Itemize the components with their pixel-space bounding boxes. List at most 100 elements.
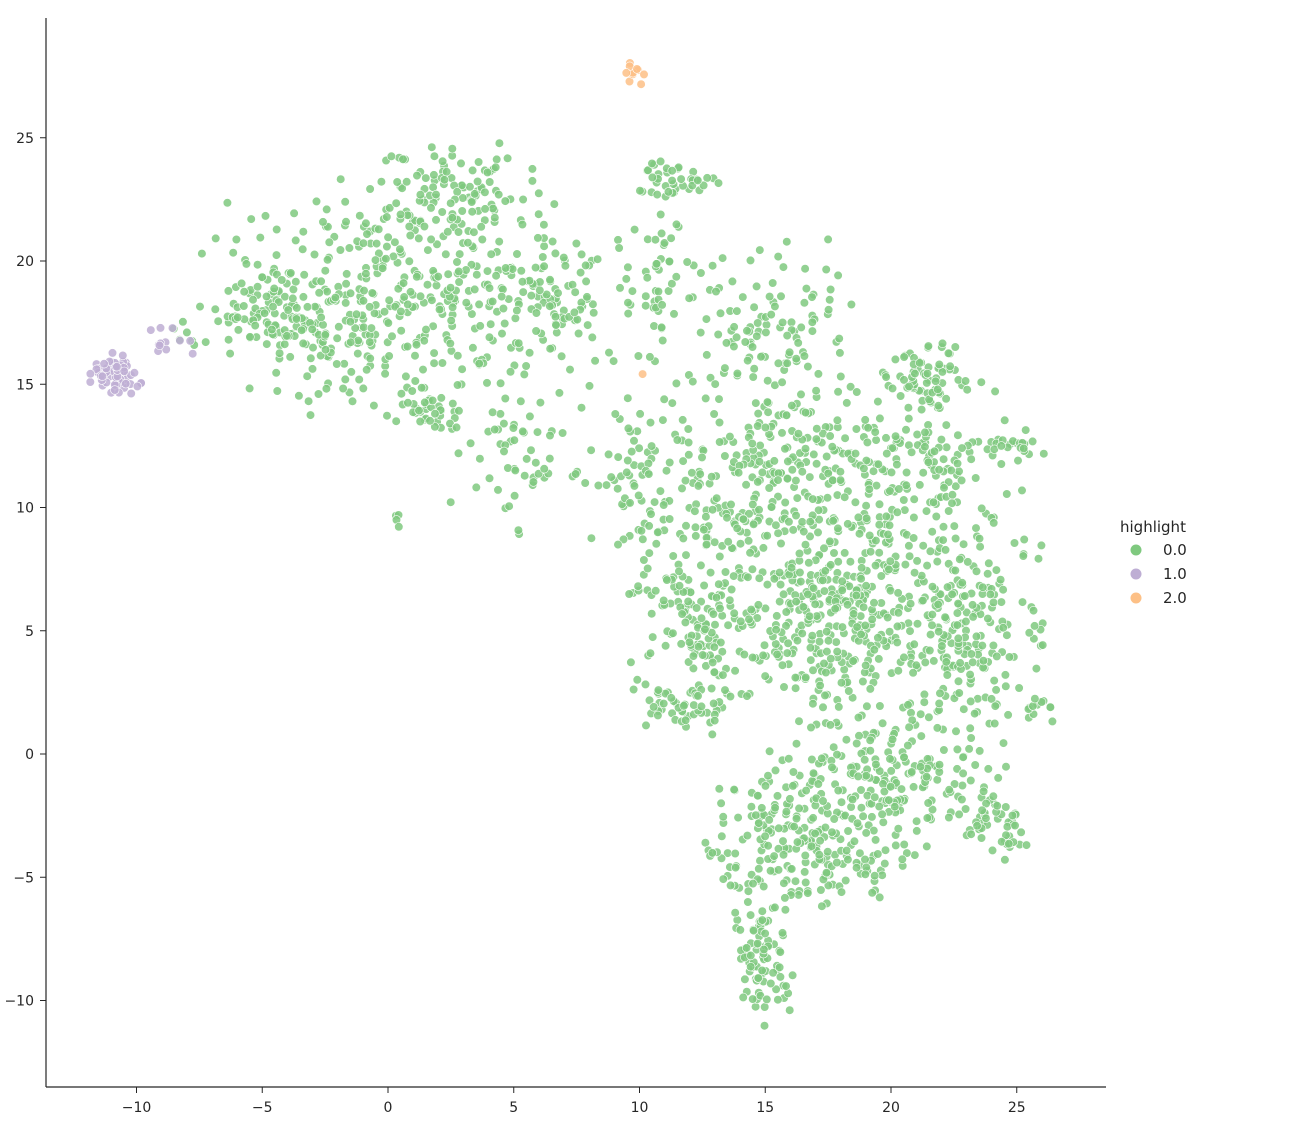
data-point — [313, 389, 324, 399]
data-point — [1030, 694, 1040, 704]
data-point — [871, 435, 881, 445]
data-point — [385, 203, 395, 213]
data-point — [769, 456, 779, 466]
data-point — [341, 298, 351, 308]
data-point — [575, 268, 586, 278]
data-point — [843, 826, 853, 836]
data-point — [758, 650, 768, 661]
data-point — [340, 197, 350, 207]
data-point — [759, 640, 770, 650]
data-point — [873, 459, 883, 469]
data-point — [880, 845, 891, 855]
data-point — [361, 269, 371, 279]
data-point — [826, 560, 836, 570]
data-point — [961, 616, 971, 627]
data-point — [649, 497, 660, 507]
data-point — [488, 296, 498, 307]
data-point — [772, 649, 782, 660]
data-point — [781, 607, 791, 617]
data-point — [383, 318, 393, 328]
data-point — [610, 409, 620, 419]
data-point — [740, 974, 750, 984]
data-point — [777, 428, 787, 438]
data-point — [804, 611, 815, 621]
data-point — [924, 712, 934, 722]
data-point — [581, 276, 591, 287]
data-point — [414, 406, 424, 416]
data-point — [358, 296, 369, 306]
data-point — [491, 162, 501, 172]
data-point — [623, 423, 634, 434]
data-point — [453, 380, 463, 390]
data-point — [840, 548, 850, 558]
data-point — [508, 423, 519, 433]
data-point — [835, 475, 846, 485]
data-point — [1002, 630, 1012, 640]
data-point — [726, 584, 737, 595]
data-point — [446, 497, 456, 507]
data-point — [699, 525, 709, 535]
data-point — [717, 831, 727, 841]
data-point — [396, 326, 406, 336]
data-point — [923, 341, 934, 351]
data-point — [725, 880, 736, 891]
data-point — [944, 559, 954, 569]
data-point — [744, 509, 754, 519]
data-point — [354, 374, 364, 385]
data-point — [427, 295, 437, 305]
data-point — [841, 845, 852, 856]
data-point — [817, 901, 827, 911]
data-point — [182, 327, 192, 338]
data-point — [793, 338, 803, 348]
data-point — [890, 354, 901, 365]
data-point — [735, 539, 746, 549]
data-point — [766, 310, 776, 320]
data-point — [539, 261, 549, 271]
data-point — [854, 731, 864, 741]
data-point — [730, 666, 740, 676]
data-point — [840, 492, 850, 502]
data-point — [777, 928, 788, 938]
data-point — [791, 354, 801, 364]
data-point — [746, 950, 756, 961]
data-point — [454, 266, 464, 277]
data-point — [827, 827, 837, 837]
data-point — [975, 542, 985, 552]
data-point — [851, 424, 862, 434]
data-point — [262, 339, 272, 349]
data-point — [748, 878, 758, 889]
data-point — [1036, 540, 1046, 551]
data-point — [870, 560, 881, 571]
data-point — [366, 323, 377, 333]
data-point — [485, 177, 495, 187]
data-point — [777, 377, 787, 387]
data-point — [410, 351, 420, 361]
data-point — [527, 164, 538, 174]
data-point — [457, 364, 467, 374]
data-point — [870, 871, 880, 881]
data-point — [490, 424, 500, 435]
data-point — [691, 531, 701, 541]
data-point — [488, 203, 498, 214]
data-point — [682, 257, 692, 267]
data-point — [714, 784, 724, 794]
data-point — [742, 830, 753, 841]
data-point — [526, 291, 536, 301]
data-point — [85, 377, 95, 387]
data-point — [909, 494, 919, 504]
data-point — [146, 325, 156, 335]
data-point — [915, 480, 925, 490]
data-point — [443, 227, 453, 237]
data-point — [754, 573, 764, 583]
data-point — [939, 745, 949, 755]
data-point — [918, 595, 928, 606]
data-point — [773, 844, 784, 854]
data-point — [957, 578, 967, 588]
data-point — [346, 367, 356, 377]
data-point — [757, 906, 767, 916]
data-point — [635, 409, 645, 419]
data-point — [992, 651, 1002, 662]
data-point — [710, 379, 720, 389]
data-point — [806, 841, 817, 851]
data-point — [712, 493, 722, 503]
